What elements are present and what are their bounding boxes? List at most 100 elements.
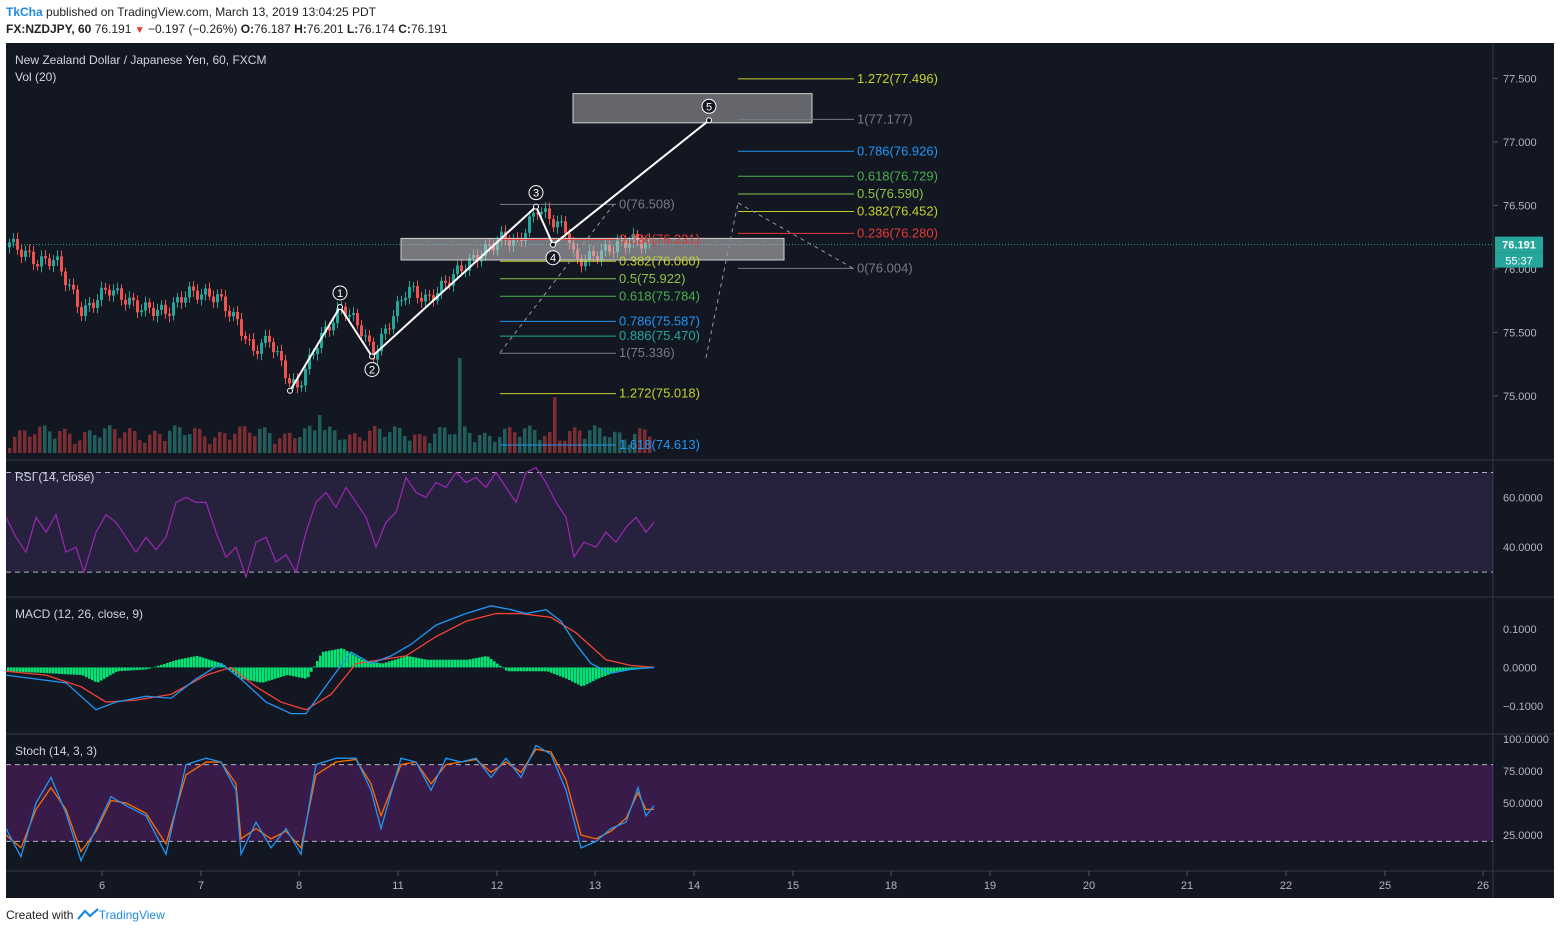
wave-label-text: 1 <box>337 288 343 300</box>
candle-body <box>172 302 175 316</box>
candle-body <box>272 342 275 353</box>
volume-bar <box>228 439 232 453</box>
macd-histogram-bar <box>163 663 166 668</box>
candle-body <box>228 311 231 317</box>
candle-body <box>140 310 143 313</box>
macd-histogram-bar <box>139 667 142 670</box>
candle-body <box>16 238 19 250</box>
candle-body <box>316 348 319 355</box>
countdown-badge-text: 55:37 <box>1505 256 1533 268</box>
macd-histogram-bar <box>487 656 490 668</box>
candle-body <box>380 333 383 352</box>
volume-bar <box>198 428 202 453</box>
macd-histogram-bar <box>550 667 553 673</box>
volume-bar <box>618 432 622 453</box>
candle-body <box>76 289 79 307</box>
candle-body <box>320 332 323 349</box>
volume-bar <box>318 415 322 453</box>
volume-bar <box>558 440 562 453</box>
volume-bar <box>378 428 382 453</box>
stoch-tick-label: 75.0000 <box>1503 766 1543 778</box>
volume-bar <box>578 430 582 453</box>
volume-bar <box>573 427 577 453</box>
candle-body <box>124 299 127 305</box>
macd-histogram-bar <box>574 667 577 684</box>
candle-body <box>44 256 47 259</box>
fib-right-trend-b <box>737 202 855 270</box>
macd-histogram-bar <box>505 667 508 671</box>
candle-body <box>468 258 471 271</box>
candle-body <box>524 232 527 242</box>
macd-histogram-bar <box>601 667 604 678</box>
macd-histogram-bar <box>16 667 19 672</box>
macd-histogram-bar <box>196 655 199 668</box>
author-link[interactable]: TkCha <box>6 5 43 19</box>
macd-histogram-bar <box>268 667 271 681</box>
macd-histogram-bar <box>79 667 82 676</box>
chart-canvas[interactable]: 6 7 8 11 12 13 14 15 18 19 20 21 22 25 2677.50077.0007… <box>6 43 1554 898</box>
macd-histogram-bar <box>292 667 295 677</box>
countdown-badge <box>1495 252 1543 268</box>
candle-body <box>428 294 431 296</box>
macd-histogram-bar <box>73 667 76 675</box>
macd-histogram-bar <box>481 656 484 668</box>
macd-histogram-bar <box>379 663 382 668</box>
volume-bar <box>173 425 177 453</box>
macd-histogram-bar <box>466 659 469 668</box>
volume-bar <box>73 443 77 453</box>
macd-histogram-bar <box>508 667 511 672</box>
fib-right-label: 0.5(76.590) <box>857 186 924 201</box>
macd-histogram-bar <box>58 667 61 674</box>
rsi-line <box>6 466 655 580</box>
candle-body <box>356 312 359 326</box>
volume-bar <box>598 427 602 453</box>
price-change: −0.197 (−0.26%) <box>148 22 238 36</box>
candle-body <box>200 294 203 300</box>
volume-bar <box>348 434 352 453</box>
volume-bar <box>208 444 212 453</box>
volume-bar <box>268 433 272 453</box>
close-value: 76.191 <box>410 22 448 36</box>
candle-body <box>560 221 563 223</box>
low-label: L: <box>346 22 359 36</box>
tradingview-brand[interactable]: TradingView <box>98 908 165 922</box>
candle-body <box>88 302 91 306</box>
candle-body <box>452 274 455 286</box>
volume-bar <box>528 425 532 453</box>
macd-histogram-bar <box>55 667 58 674</box>
macd-histogram-bar <box>442 659 445 668</box>
candle-body <box>296 379 299 388</box>
fib-right-label: 0.382(76.452) <box>857 203 938 218</box>
fib-left-label: 0.382(76.060) <box>619 253 700 268</box>
macd-histogram-bar <box>37 667 40 673</box>
macd-histogram-bar <box>565 667 568 679</box>
macd-histogram-bar <box>88 667 91 679</box>
macd-histogram-bar <box>277 667 280 678</box>
candle-body <box>276 351 279 353</box>
candle-body <box>232 311 235 317</box>
tradingview-logo-icon <box>76 908 99 920</box>
candle-body <box>392 316 395 330</box>
macd-histogram-bar <box>106 667 109 678</box>
down-arrow-icon: ▼ <box>134 25 145 36</box>
candle-body <box>220 294 223 297</box>
macd-histogram-bar <box>538 667 541 672</box>
candle-body <box>188 286 191 298</box>
elliott-wave-point <box>533 203 539 210</box>
candle-body <box>36 264 39 267</box>
candle-body <box>184 297 187 303</box>
macd-histogram-bar <box>310 667 313 672</box>
candle-body <box>268 335 271 343</box>
candle-body <box>236 311 239 320</box>
macd-histogram-bar <box>181 658 184 668</box>
macd-histogram-bar <box>43 667 46 674</box>
macd-histogram-bar <box>517 667 520 672</box>
candle-body <box>384 328 387 334</box>
candle-body <box>80 306 83 316</box>
macd-histogram-bar <box>433 659 436 668</box>
macd-histogram-bar <box>331 650 334 668</box>
close-label: C: <box>398 22 411 36</box>
volume-bar <box>383 436 387 453</box>
candle-body <box>212 296 215 303</box>
macd-histogram-bar <box>553 667 556 674</box>
